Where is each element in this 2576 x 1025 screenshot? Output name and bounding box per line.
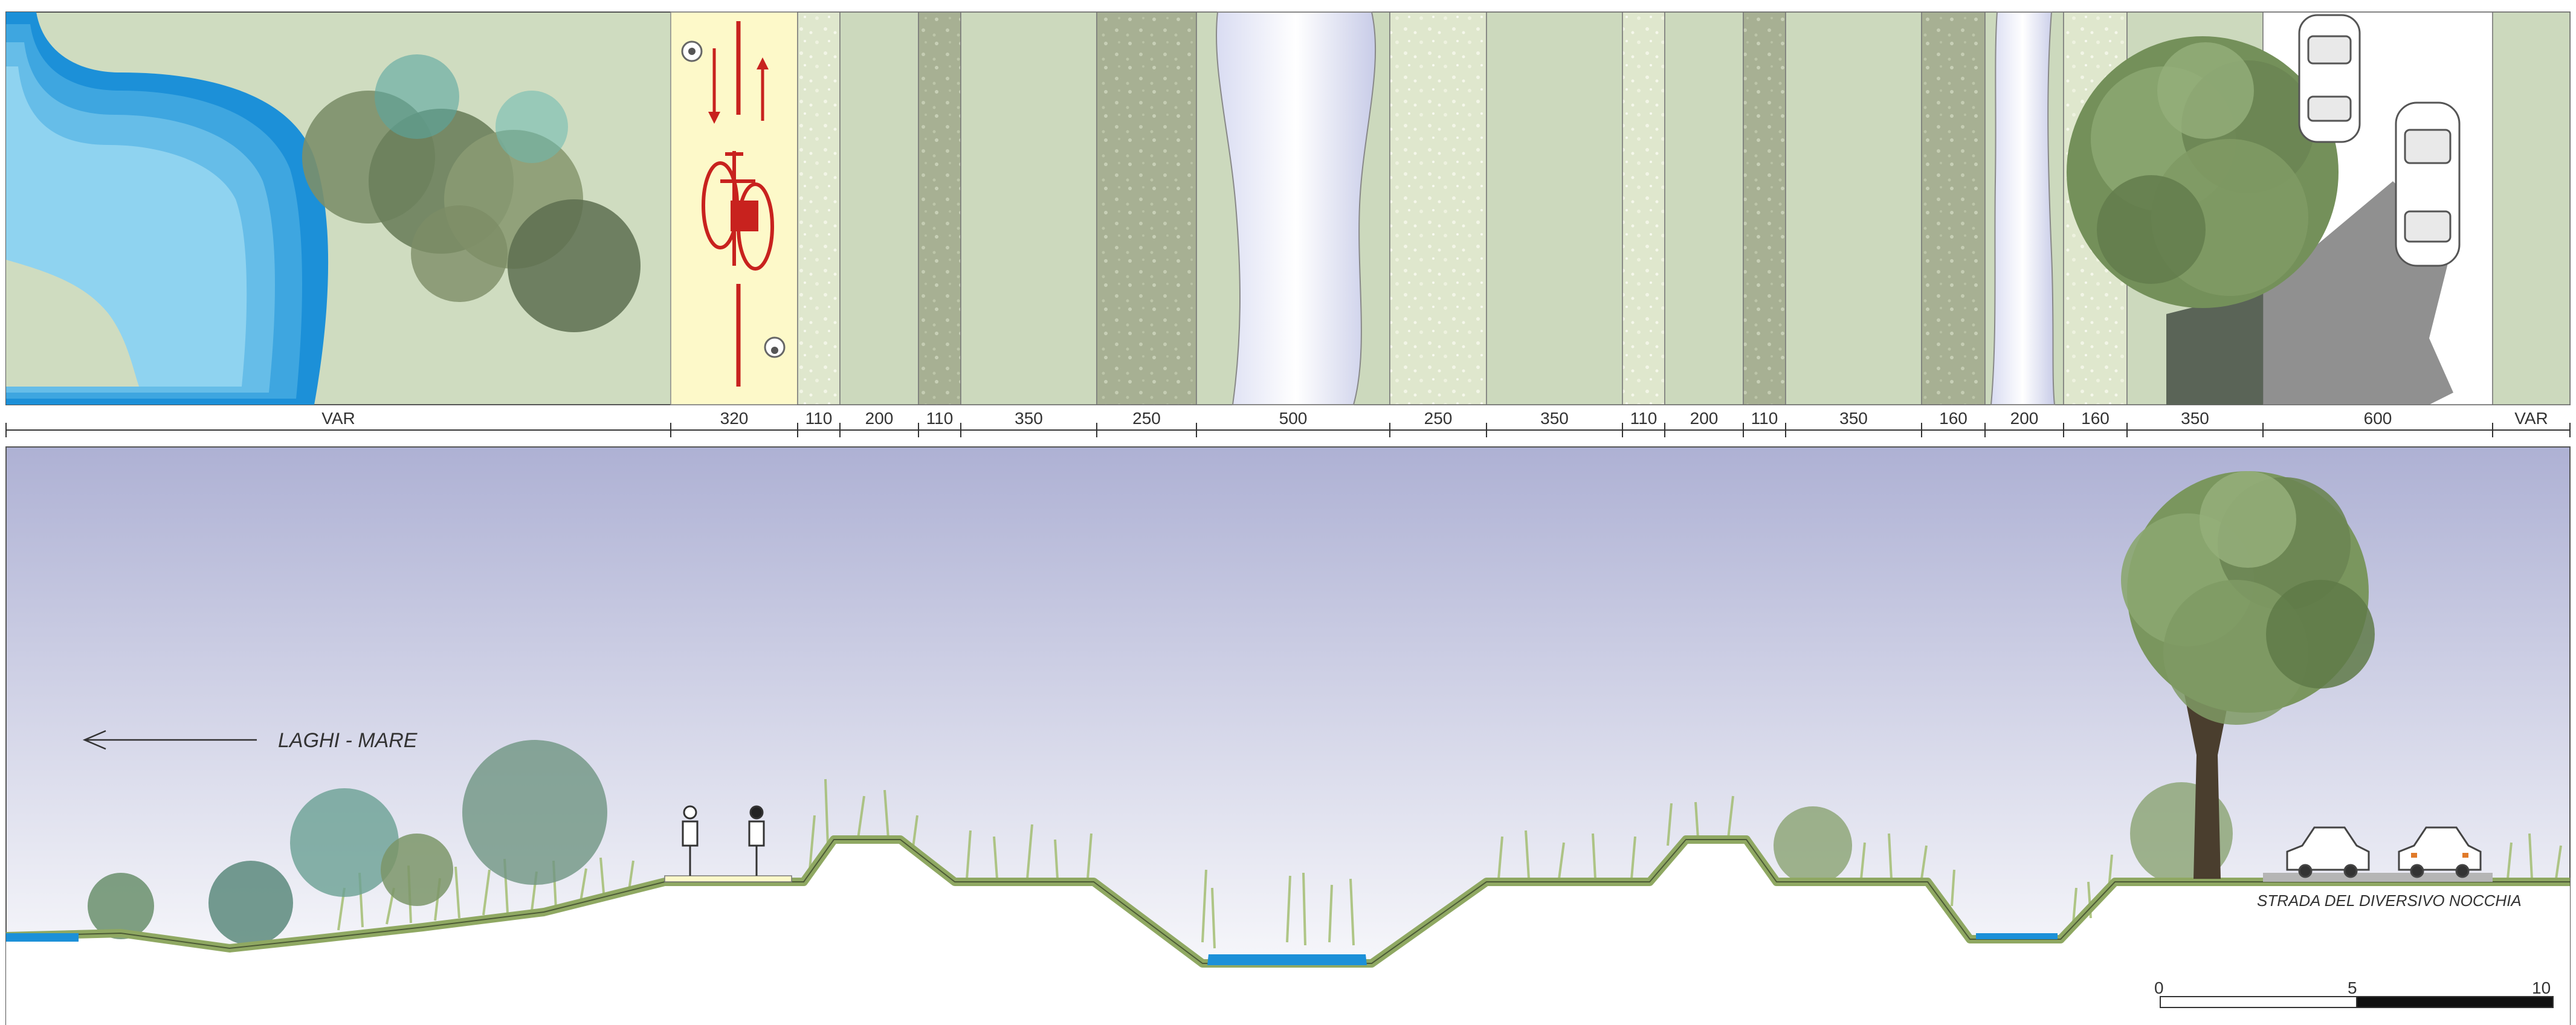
cycle-path-markings [708,21,769,387]
strip-grass [1486,11,1623,405]
strip-width-label: 160 [1939,409,1968,428]
car-side-icon [2286,826,2482,878]
section-shrubs [88,740,2233,945]
lake-water-section [6,933,79,942]
strip-width-label: 110 [805,409,833,428]
plan-view [5,11,2571,405]
strip-lawn [1622,11,1665,405]
strip-grass [1785,11,1922,405]
direction-arrow [82,730,257,750]
strip-width-label: 160 [2081,409,2110,428]
strip-width-label: 200 [1690,409,1719,428]
cycle-path-section [664,875,792,882]
strip-width-label: 200 [865,409,894,428]
strip-grass [1664,11,1744,405]
strip-width-label: 200 [2010,409,2039,428]
strip-width-label: 350 [1540,409,1569,428]
strip-width-label: 110 [926,409,954,428]
section-grass [337,779,2562,949]
strip-width-label: 320 [720,409,749,428]
tree-shadow-dark [2166,290,2263,405]
strip-hedge [1743,11,1786,405]
strip-width-label: 110 [1630,409,1658,428]
lake [6,12,329,405]
ditch-water [1990,11,2056,405]
strip-width-label: 350 [1839,409,1868,428]
scale-tick-5: 5 [2348,978,2357,997]
scale-tick-0: 0 [2154,978,2164,997]
bicycle-icon [702,151,774,271]
strip-width-label: VAR [2514,409,2548,428]
direction-label: LAGHI - MARE [278,729,418,752]
car-top-icon [2298,14,2461,267]
dimension-labels: VAR 320 110 200 110 350 250 500 250 350 110 200 110 3… [321,409,2548,428]
strip-lawn [1389,11,1487,405]
strip-grass [960,11,1097,405]
strip-width-label: 600 [2364,409,2392,428]
scale-bar: 0 5 10 [2154,978,2554,1008]
strip-width-label: 350 [2181,409,2209,428]
strip-width-label: 110 [1751,409,1778,428]
strip-width-label: 500 [1279,409,1308,428]
strip-var-right [2492,11,2571,405]
strip-width-label: 350 [1015,409,1043,428]
canal-water [1216,11,1377,405]
plan-tree-canopy [2067,36,2339,308]
road-label: STRADA DEL DIVERSIVO NOCCHIA [2257,892,2522,910]
dimension-line: VAR 320 110 200 110 350 250 500 250 350 110 200 110 3… [5,409,2571,437]
strip-lawn [797,11,841,405]
canal-water-section [1207,954,1367,965]
strip-width-label: 250 [1424,409,1453,428]
cyclist-top-icon [681,40,786,358]
strip-width-label: 250 [1132,409,1161,428]
strip-reeds [1096,11,1197,405]
ditch-water-section [1976,933,2058,939]
strip-width-label: VAR [321,409,355,428]
section-view: LAGHI - MARE STRADA DEL DIVERSIVO NOCCHI… [5,446,2571,1025]
road-section [2263,873,2493,882]
plan-shrubs [302,54,641,332]
dimension-ticks [5,423,2571,437]
section-tree [2121,471,2375,879]
scale-tick-10: 10 [2532,978,2551,997]
cyclist-icon [682,805,765,876]
strip-grass [839,11,919,405]
strip-hedge [918,11,961,405]
strip-reeds [1921,11,1986,405]
